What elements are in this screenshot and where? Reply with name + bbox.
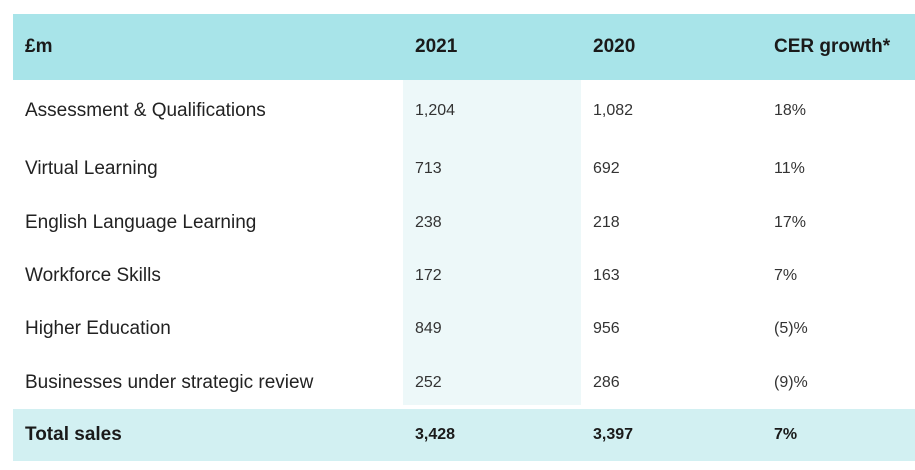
total-row: Total sales 3,428 3,397 7% [13,409,915,461]
value-2021: 238 [415,214,442,231]
row-label: English Language Learning [25,212,257,233]
total-2020: 3,397 [593,426,634,443]
value-2020: 286 [593,374,620,391]
value-2020: 1,082 [593,102,634,119]
table-row: Assessment & Qualifications 1,204 1,082 … [13,80,915,142]
column-2021-shading [403,80,581,405]
table-row: Workforce Skills 172 163 7% [13,251,915,301]
value-growth: 7% [774,267,798,284]
table-row: English Language Learning 238 218 17% [13,195,915,251]
value-2021: 713 [415,159,442,177]
value-2021: 252 [415,374,442,391]
value-2020: 956 [593,320,620,337]
table-row: Higher Education 849 956 (5)% [13,301,915,357]
row-label: Virtual Learning [25,157,158,179]
table-row: Businesses under strategic review 252 28… [13,357,915,409]
value-2020: 692 [593,159,620,177]
table-row: Virtual Learning 713 692 11% [13,142,915,195]
value-growth: (9)% [774,374,808,391]
value-2021: 172 [415,267,442,284]
value-growth: 11% [774,159,805,177]
total-2021: 3,428 [415,426,456,443]
value-growth: 17% [774,214,807,231]
row-label: Businesses under strategic review [25,372,314,393]
header-unit: £m [25,36,53,57]
table-header: £m 2021 2020 CER growth* [13,14,915,80]
value-2020: 163 [593,267,620,284]
value-2020: 218 [593,214,620,231]
header-cer-growth: CER growth* [774,36,891,57]
total-growth: 7% [774,426,798,443]
row-label: Workforce Skills [25,265,161,286]
value-growth: (5)% [774,320,808,337]
row-label: Assessment & Qualifications [25,100,266,121]
value-growth: 18% [774,102,807,119]
row-label: Higher Education [25,318,171,339]
sales-table: £m 2021 2020 CER growth* Assessment & Qu… [13,14,915,461]
value-2021: 1,204 [415,102,456,119]
header-2021: 2021 [415,36,458,57]
total-label: Total sales [25,424,122,445]
value-2021: 849 [415,320,442,337]
header-2020: 2020 [593,36,636,57]
